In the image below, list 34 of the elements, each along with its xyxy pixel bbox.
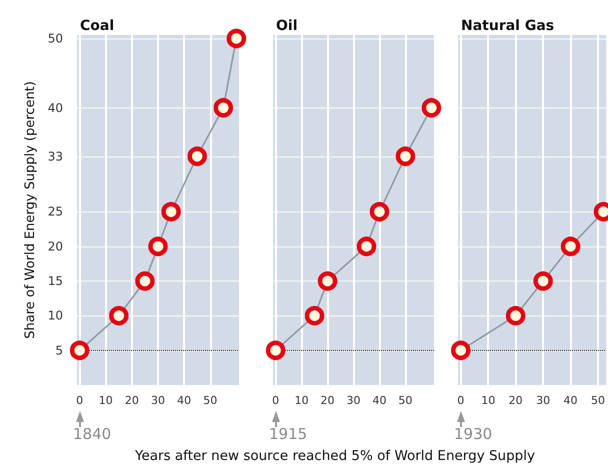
x-tick-label: 0	[457, 394, 464, 407]
x-tick-label: 20	[124, 394, 139, 407]
x-tick-label: 30	[151, 394, 165, 407]
x-tick-label: 10	[294, 394, 309, 407]
chart-title: Coal	[80, 18, 114, 34]
x-tick-label: 0	[76, 394, 84, 407]
y-tick-label: 33	[48, 149, 63, 164]
x-tick-label: 0	[272, 394, 280, 407]
x-tick-label: 40	[564, 394, 578, 407]
y-tick-label: 20	[48, 239, 63, 254]
x-tick-label: 50	[591, 394, 605, 407]
text: 1840	[73, 425, 112, 443]
y-tick-label: 40	[48, 100, 63, 115]
text: 1915	[269, 425, 308, 443]
x-tick-label: 40	[372, 394, 386, 407]
x-tick-label: 50	[203, 394, 218, 407]
x-tick-label: 20	[320, 394, 335, 407]
chart-title: Natural Gas	[461, 18, 554, 34]
x-tick-label: 30	[536, 394, 550, 407]
x-tick-label: 10	[98, 394, 113, 407]
x-tick-label: 40	[177, 394, 192, 407]
x-tick-label: 30	[346, 394, 360, 407]
y-tick-label: 15	[48, 274, 63, 288]
text: 1930	[454, 425, 492, 443]
chart-title: Oil	[276, 18, 298, 34]
x-tick-label: 10	[481, 394, 496, 407]
y-tick-label: 50	[48, 31, 63, 46]
y-tick-label: 25	[48, 204, 63, 219]
y-axis-title: Share of World Energy Supply (percent)	[22, 81, 38, 339]
x-axis-title: Years after new source reached 5% of World Energy Supply	[134, 448, 536, 464]
x-tick-label: 20	[508, 394, 523, 407]
y-tick-label: 10	[48, 308, 63, 323]
y-tick-label: 5	[55, 343, 63, 358]
x-tick-label: 50	[398, 394, 412, 407]
